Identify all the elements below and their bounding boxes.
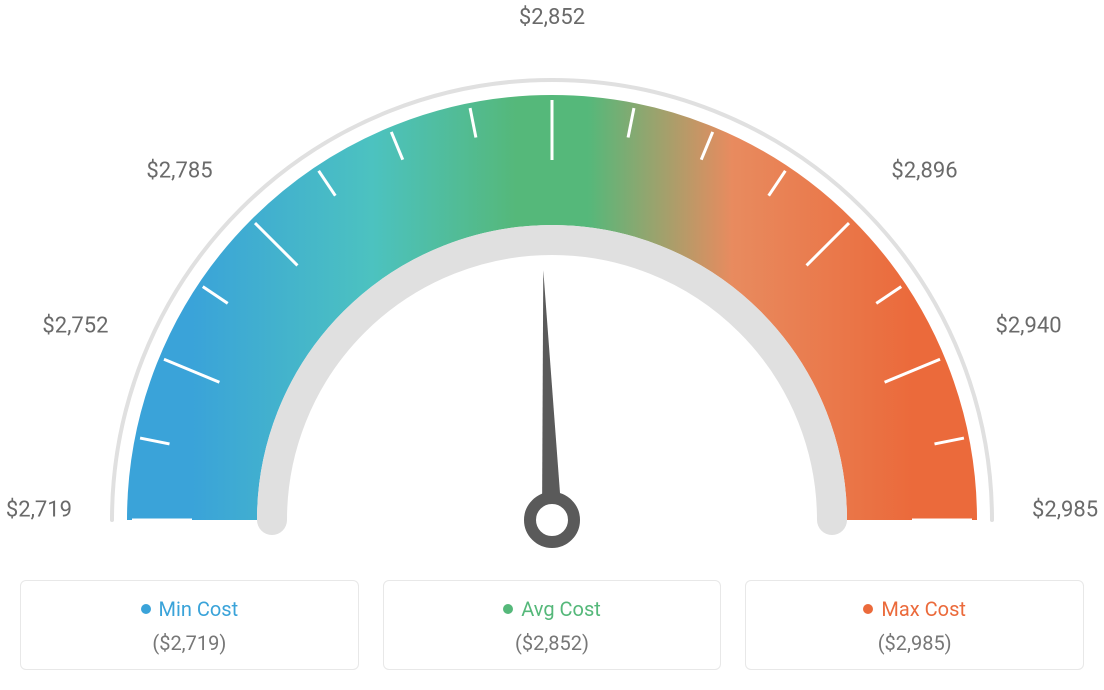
dot-icon xyxy=(863,604,873,614)
gauge-tick-label: $2,852 xyxy=(519,5,585,30)
legend-title-text: Min Cost xyxy=(159,597,239,621)
dot-icon xyxy=(141,604,151,614)
gauge-tick-label: $2,752 xyxy=(42,314,108,339)
legend-row: Min Cost ($2,719) Avg Cost ($2,852) Max … xyxy=(20,580,1084,670)
gauge-tick-label: $2,719 xyxy=(6,498,72,523)
legend-title-avg: Avg Cost xyxy=(503,597,601,621)
legend-card-min: Min Cost ($2,719) xyxy=(20,580,359,670)
legend-title-min: Min Cost xyxy=(141,597,239,621)
legend-value-min: ($2,719) xyxy=(21,631,358,655)
legend-value-avg: ($2,852) xyxy=(384,631,721,655)
dot-icon xyxy=(503,604,513,614)
legend-card-avg: Avg Cost ($2,852) xyxy=(383,580,722,670)
legend-title-text: Max Cost xyxy=(881,597,966,621)
gauge-svg xyxy=(20,30,1084,570)
legend-title-text: Avg Cost xyxy=(521,597,601,621)
legend-value-max: ($2,985) xyxy=(746,631,1083,655)
gauge-tick-label: $2,940 xyxy=(995,314,1061,339)
chart-container: $2,719$2,752$2,785$2,852$2,896$2,940$2,9… xyxy=(20,20,1084,670)
gauge-tick-label: $2,785 xyxy=(146,158,212,183)
gauge-tick-label: $2,896 xyxy=(891,158,957,183)
legend-card-max: Max Cost ($2,985) xyxy=(745,580,1084,670)
gauge-tick-label: $2,985 xyxy=(1032,498,1098,523)
gauge-area: $2,719$2,752$2,785$2,852$2,896$2,940$2,9… xyxy=(20,20,1084,560)
legend-title-max: Max Cost xyxy=(863,597,966,621)
